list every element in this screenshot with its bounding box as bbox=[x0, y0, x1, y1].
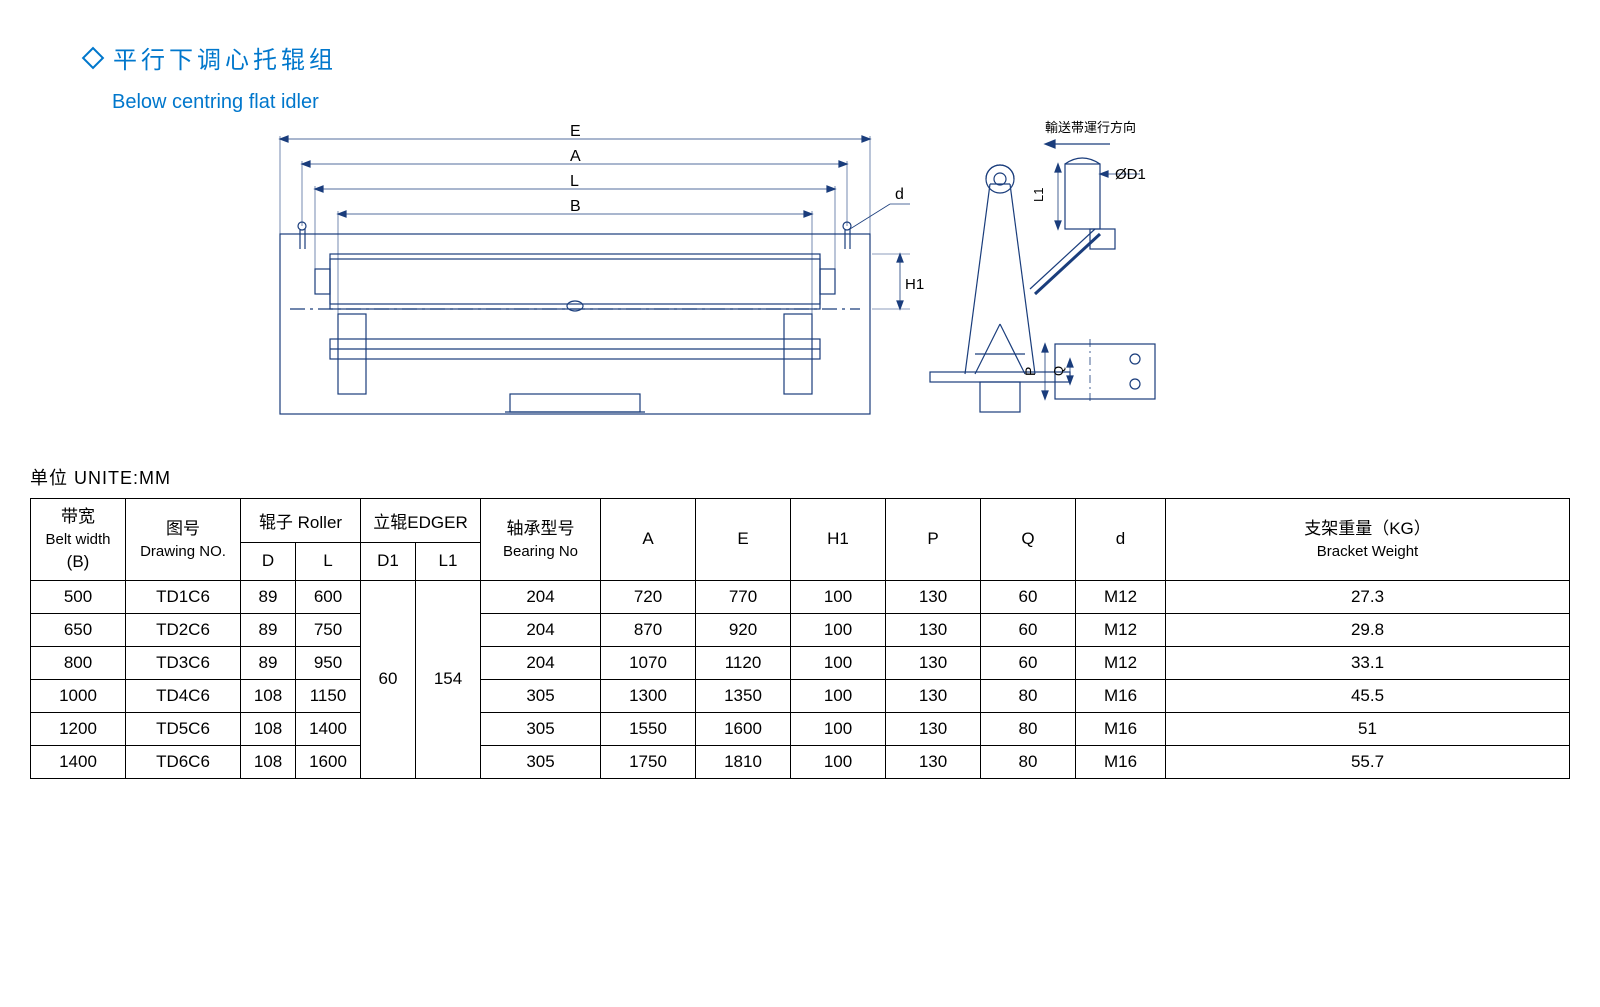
dim-label-L1: L1 bbox=[1031, 188, 1046, 202]
edger-L1-cell: 154 bbox=[416, 580, 481, 778]
header-bracket-cn: 支架重量（KG） bbox=[1170, 517, 1565, 541]
header-A: A bbox=[601, 499, 696, 581]
unit-label: 单位 UNITE:MM bbox=[30, 464, 1570, 490]
table-row: 800TD3C6899502041070112010013060M1233.1 bbox=[31, 646, 1570, 679]
dim-label-E: E bbox=[570, 123, 581, 140]
dim-label-B: B bbox=[570, 198, 581, 215]
header-drawing-en: Drawing NO. bbox=[130, 541, 236, 562]
table-row: 500TD1C6896006015420472077010013060M1227… bbox=[31, 580, 1570, 613]
header-edger-group: 立辊EDGER bbox=[361, 499, 481, 543]
header-Q: Q bbox=[981, 499, 1076, 581]
dim-label-H1: H1 bbox=[905, 276, 924, 293]
header-P: P bbox=[886, 499, 981, 581]
table-row: 1400TD6C610816003051750181010013080M1655… bbox=[31, 745, 1570, 778]
header-belt-width-code: (B) bbox=[35, 550, 121, 574]
header-H1: H1 bbox=[791, 499, 886, 581]
diamond-icon bbox=[82, 46, 105, 69]
header-belt-width-cn: 带宽 bbox=[35, 505, 121, 529]
dim-label-A: A bbox=[570, 148, 581, 165]
title-english: Below centring flat idler bbox=[112, 91, 1570, 114]
header-edger-L1: L1 bbox=[416, 542, 481, 580]
page-header: 平行下调心托辊组 bbox=[85, 40, 1570, 75]
header-d: d bbox=[1076, 499, 1166, 581]
header-roller-group: 辊子 Roller bbox=[241, 499, 361, 543]
header-bearing-cn: 轴承型号 bbox=[485, 517, 596, 541]
header-roller-L: L bbox=[296, 542, 361, 580]
table-row: 1200TD5C610814003051550160010013080M1651 bbox=[31, 712, 1570, 745]
table-row: 1000TD4C610811503051300135010013080M1645… bbox=[31, 679, 1570, 712]
header-edger-D1: D1 bbox=[361, 542, 416, 580]
header-bracket-en: Bracket Weight bbox=[1170, 541, 1565, 562]
header-E: E bbox=[696, 499, 791, 581]
header-bearing-en: Bearing No bbox=[485, 541, 596, 562]
direction-label: 輸送帯運行方向 bbox=[1045, 120, 1136, 135]
header-drawing-cn: 图号 bbox=[130, 517, 236, 541]
technical-diagram: E A L B d H1 輸送帯運行方向 ØD1 L1 P Q bbox=[30, 114, 1570, 444]
dim-label-L: L bbox=[570, 173, 579, 190]
header-roller-D: D bbox=[241, 542, 296, 580]
title-chinese: 平行下调心托辊组 bbox=[113, 40, 337, 75]
dim-label-D1: ØD1 bbox=[1115, 166, 1146, 183]
edger-D1-cell: 60 bbox=[361, 580, 416, 778]
dim-label-Q: Q bbox=[1051, 366, 1066, 376]
spec-table: 带宽 Belt width (B) 图号 Drawing NO. 辊子 Roll… bbox=[30, 498, 1570, 779]
table-row: 650TD2C68975020487092010013060M1229.8 bbox=[31, 613, 1570, 646]
header-belt-width-en: Belt width bbox=[35, 529, 121, 550]
dim-label-d: d bbox=[895, 186, 904, 203]
dim-label-P: P bbox=[1022, 367, 1038, 376]
